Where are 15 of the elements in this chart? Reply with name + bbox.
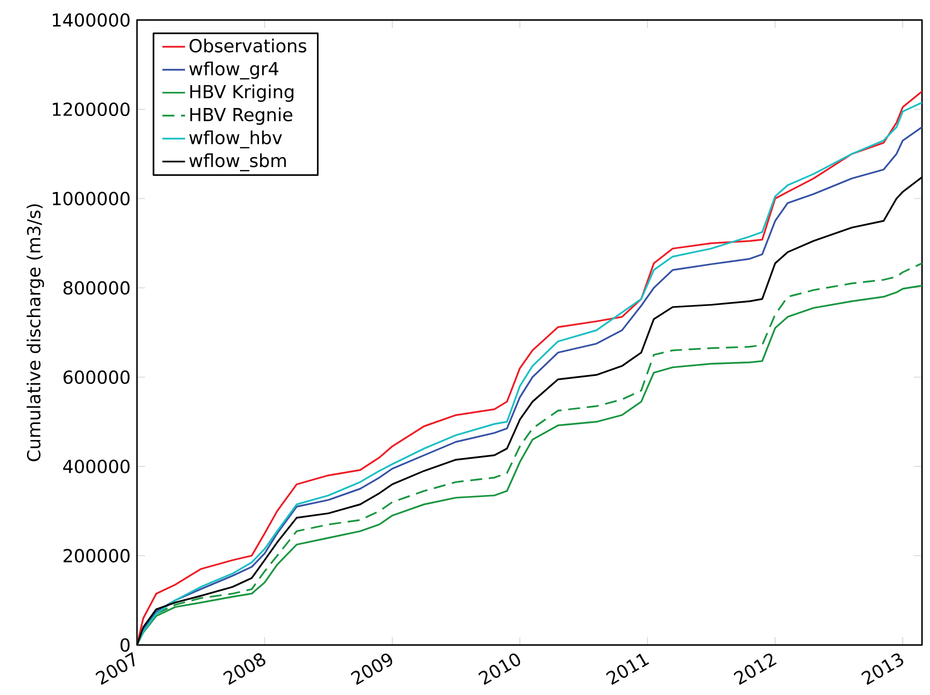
- legend-label: Observations: [190, 38, 306, 52]
- legend-label: wflow_hbv: [189, 130, 282, 148]
- y-tick-label: 400000: [63, 460, 130, 474]
- y-tick-label: 800000: [64, 281, 130, 295]
- y-tick-label: 1400000: [52, 13, 130, 27]
- y-tick-label: 200000: [64, 548, 130, 562]
- y-tick-label: 1200000: [52, 102, 130, 116]
- legend-label: HBV Kriging: [190, 84, 294, 102]
- y-axis-title: Cumulative discharge (m3/s): [26, 204, 44, 462]
- y-tick-label: 1000000: [52, 192, 130, 206]
- y-tick-label: 600000: [64, 370, 130, 384]
- legend-label: HBV Regnie: [190, 107, 292, 125]
- legend-label: wflow_sbm: [189, 153, 286, 172]
- y-tick-label: 0: [120, 638, 130, 652]
- legend-label: wflow_gr4: [189, 62, 278, 80]
